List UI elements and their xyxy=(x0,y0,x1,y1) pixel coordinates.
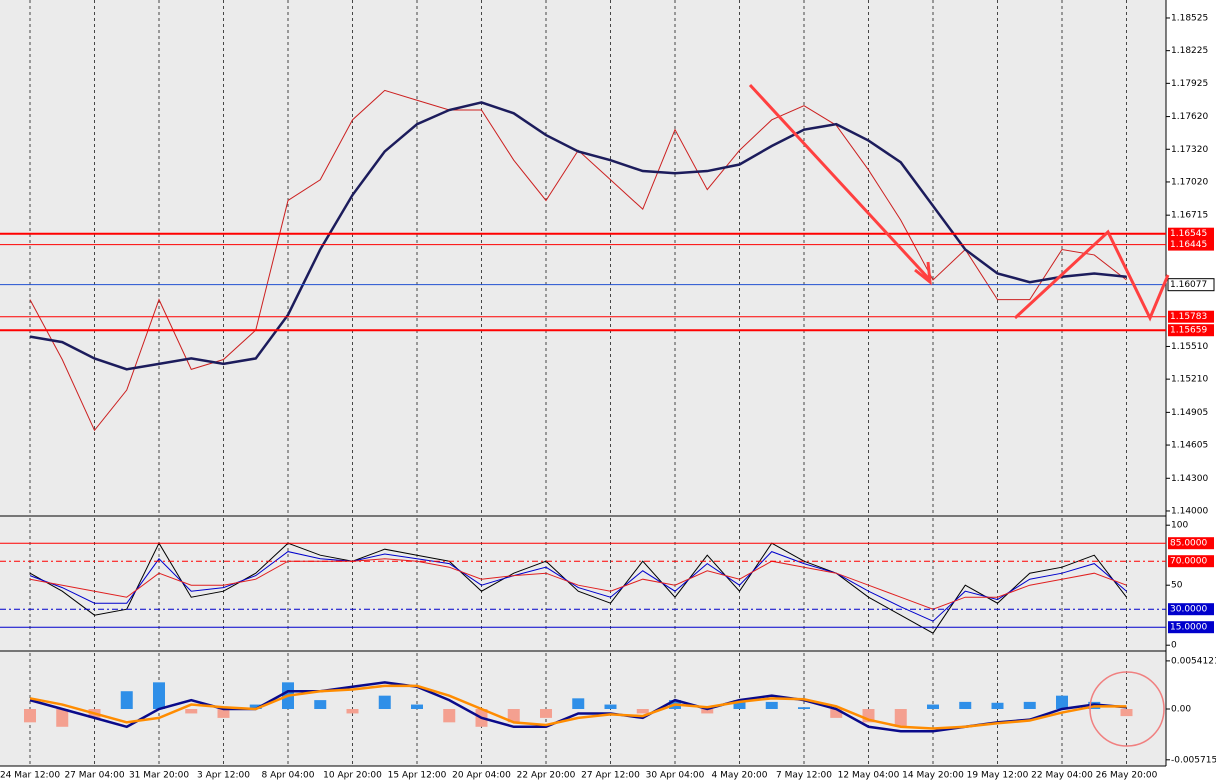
x-tick-label: 31 Mar 20:00 xyxy=(129,771,189,781)
level-label-box xyxy=(1168,238,1214,251)
x-tick-label: 10 Apr 20:00 xyxy=(323,771,382,781)
histogram-bar xyxy=(701,709,714,714)
arrow xyxy=(748,83,932,282)
x-tick-label: 19 May 12:00 xyxy=(967,771,1029,781)
histogram-bar xyxy=(572,698,585,709)
arrow-head xyxy=(914,261,932,286)
x-tick-label: 27 Apr 12:00 xyxy=(581,771,640,781)
y-tick-label: 1.17925 xyxy=(1171,79,1208,89)
y-tick-label: 50 xyxy=(1171,581,1183,591)
level-label-box xyxy=(1168,603,1214,616)
annotation-arrows xyxy=(748,83,1170,747)
y-tick-label: 1.18225 xyxy=(1171,46,1208,56)
level-label: 85.0000 xyxy=(1170,539,1207,549)
y-tick-label: -0.0057154 xyxy=(1171,755,1216,765)
y-tick-label: 1.18525 xyxy=(1171,13,1208,23)
x-tick-label: 30 Apr 04:00 xyxy=(646,771,705,781)
histogram-bar xyxy=(217,709,230,718)
y-tick-label: 100 xyxy=(1171,521,1188,531)
x-tick-label: 20 Apr 04:00 xyxy=(452,771,511,781)
histogram-bar xyxy=(314,700,327,709)
x-tick-label: 26 May 20:00 xyxy=(1096,771,1158,781)
histogram-bar xyxy=(1056,695,1068,709)
level-label-box xyxy=(1167,278,1215,292)
x-tick-label: 12 May 04:00 xyxy=(838,771,900,781)
level-label: 70.0000 xyxy=(1170,557,1207,567)
histogram-bar xyxy=(798,707,810,709)
series-line xyxy=(29,558,1127,610)
level-label-box xyxy=(1168,227,1214,240)
level-label: 15.0000 xyxy=(1170,623,1207,633)
histogram-bar xyxy=(1120,709,1133,717)
level-label-box xyxy=(1168,324,1214,337)
histogram-bar xyxy=(765,701,778,709)
y-tick-label: 1.17020 xyxy=(1171,177,1208,187)
x-tick-label: 15 Apr 12:00 xyxy=(388,771,447,781)
y-tick-label: 1.14905 xyxy=(1171,408,1208,418)
y-tick-label: 1.14000 xyxy=(1171,506,1208,516)
highlight-circle xyxy=(1089,671,1165,747)
series-line xyxy=(29,101,1127,371)
histogram-bar xyxy=(378,695,391,709)
y-tick-label: 1.14605 xyxy=(1171,441,1208,451)
series-line xyxy=(29,551,1127,622)
arrow xyxy=(1013,229,1170,322)
level-label-box xyxy=(1168,621,1214,634)
x-tick-label: 22 Apr 20:00 xyxy=(517,771,576,781)
level-label: 30.0000 xyxy=(1170,605,1207,615)
histogram-bar xyxy=(56,709,69,727)
histogram-bar xyxy=(507,709,520,723)
level-label: 1.16445 xyxy=(1170,240,1207,250)
y-tick-label: 1.17320 xyxy=(1171,145,1208,155)
histogram-bar xyxy=(604,704,617,709)
histogram-bar xyxy=(927,704,939,709)
y-tick-label: 1.16715 xyxy=(1171,211,1208,221)
histogram-bar xyxy=(346,709,359,714)
x-tick-label: 24 Mar 12:00 xyxy=(0,771,60,781)
y-tick-label: 1.17620 xyxy=(1171,112,1208,122)
x-tick-label: 3 Apr 12:00 xyxy=(197,771,250,781)
histogram-bar xyxy=(540,709,552,718)
plot-background xyxy=(0,0,1166,766)
histogram-bar xyxy=(120,691,133,709)
level-label-box xyxy=(1168,555,1214,568)
x-tick-label: 8 Apr 04:00 xyxy=(262,771,315,781)
series-line xyxy=(29,684,1127,730)
level-label-box xyxy=(1168,310,1214,323)
x-tick-label: 14 May 20:00 xyxy=(902,771,964,781)
level-label: 1.15783 xyxy=(1170,312,1207,322)
series-line xyxy=(29,542,1127,634)
histogram-bar xyxy=(636,709,649,714)
x-tick-label: 4 May 20:00 xyxy=(712,771,768,781)
histogram-bar xyxy=(24,709,36,723)
x-tick-label: 7 May 12:00 xyxy=(776,771,832,781)
histogram-bar xyxy=(894,709,907,727)
histogram-bar xyxy=(443,709,456,723)
level-label-box xyxy=(1168,537,1214,550)
y-tick-label: 0 xyxy=(1171,641,1177,651)
x-tick-label: 27 Mar 04:00 xyxy=(64,771,124,781)
histogram-bar xyxy=(959,701,972,709)
histogram-bar xyxy=(153,682,165,709)
level-label: 1.16545 xyxy=(1170,229,1207,239)
histogram-bar xyxy=(733,700,746,709)
y-tick-label: 0.0054121 xyxy=(1171,656,1216,666)
histogram-bar xyxy=(411,704,423,709)
y-tick-label: 0.00 xyxy=(1171,705,1191,715)
histogram-bar xyxy=(185,709,198,714)
histogram-bar xyxy=(830,709,843,718)
level-label: 1.16077 xyxy=(1170,280,1207,290)
y-tick-label: 1.15510 xyxy=(1171,342,1208,352)
histogram-bar xyxy=(249,704,262,709)
y-tick-label: 1.14300 xyxy=(1171,474,1208,484)
histogram-bar xyxy=(1023,701,1036,709)
y-tick-label: 1.15210 xyxy=(1171,375,1208,385)
histogram-bar xyxy=(991,702,1004,709)
level-label: 1.15659 xyxy=(1170,326,1207,336)
x-tick-label: 22 May 04:00 xyxy=(1031,771,1093,781)
